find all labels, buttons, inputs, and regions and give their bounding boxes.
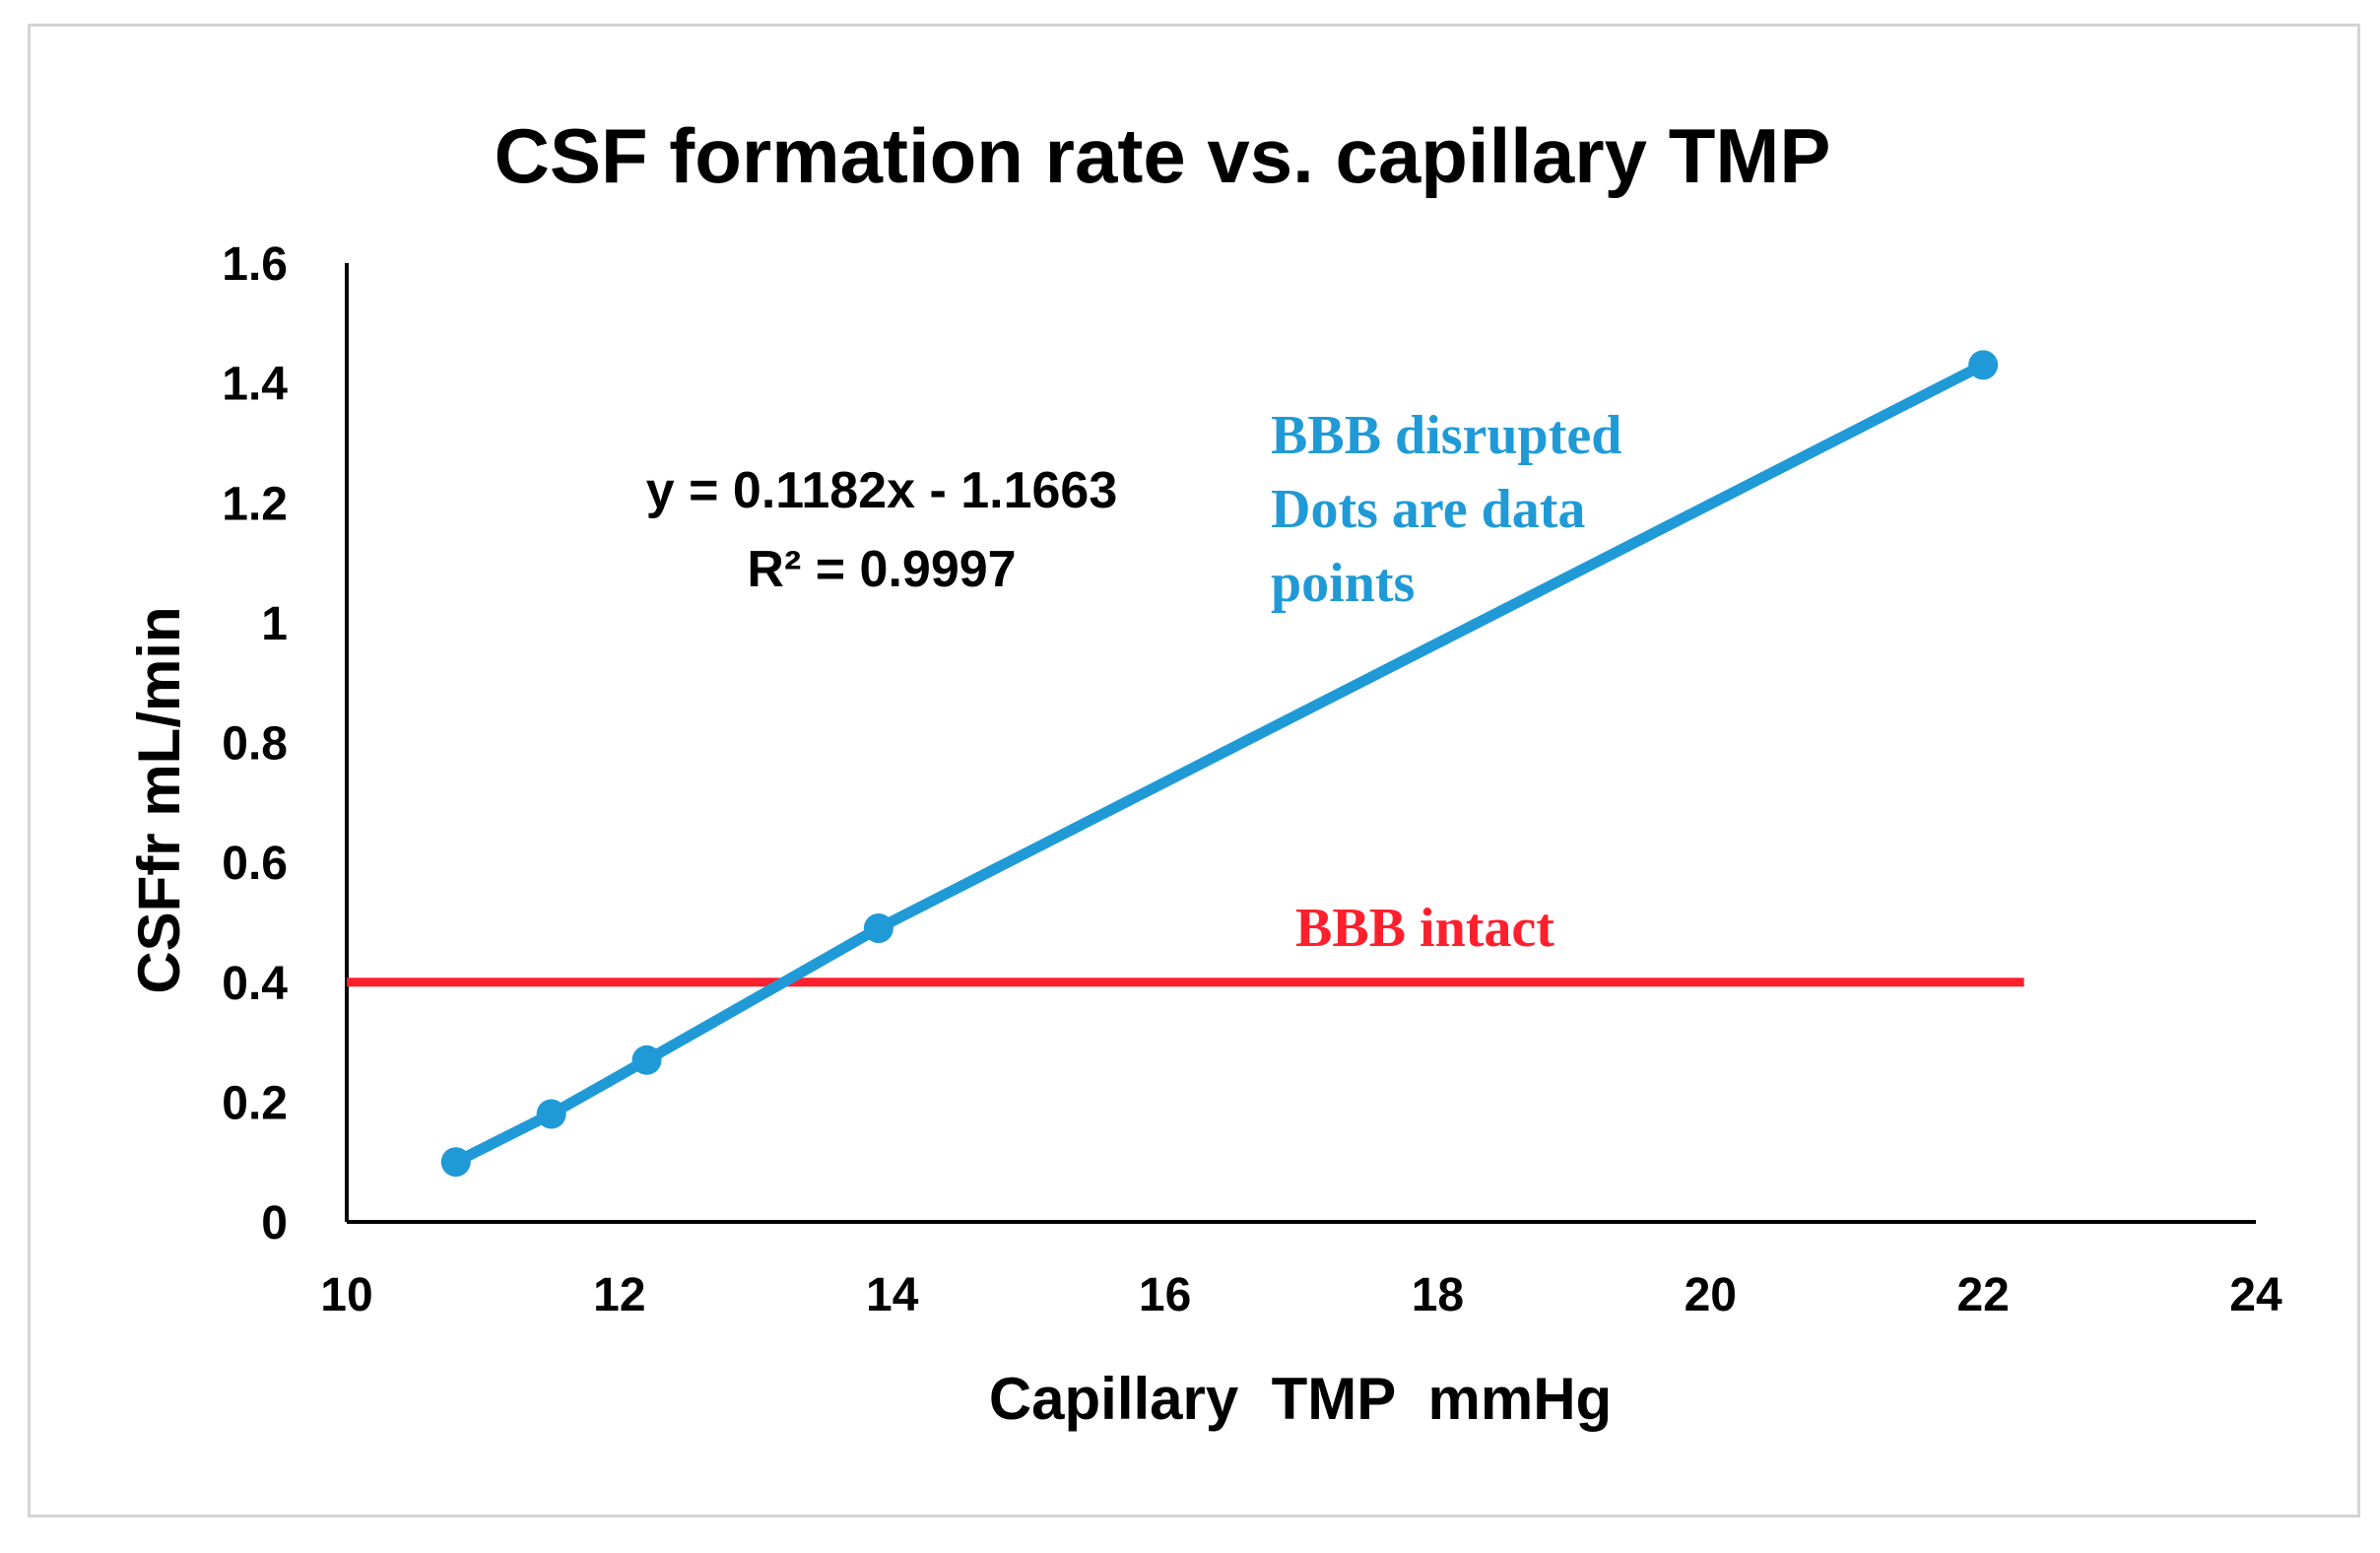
data-point <box>1968 350 1999 380</box>
y-tick-label: 1.6 <box>222 238 288 291</box>
y-tick-labels: 0 0.2 0.4 0.6 0.8 1 1.2 1.4 1.6 <box>222 238 288 1249</box>
y-tick-label: 1.2 <box>222 478 288 530</box>
x-tick-label: 20 <box>1685 1269 1737 1321</box>
annotation-bbb-intact: BBB intact <box>1295 898 1554 959</box>
y-tick-label: 0.4 <box>222 958 288 1010</box>
data-point <box>863 913 893 944</box>
data-point <box>631 1045 662 1075</box>
data-point <box>536 1099 566 1129</box>
data-point <box>440 1147 471 1178</box>
x-tick-label: 18 <box>1412 1269 1464 1321</box>
annotation-bbb-disrupted: BBB disrupted <box>1271 405 1621 466</box>
y-tick-label: 1.4 <box>222 359 288 411</box>
x-tick-label: 24 <box>2229 1269 2282 1321</box>
y-tick-label: 1 <box>261 598 288 650</box>
x-tick-labels: 10 12 14 16 18 20 22 24 <box>320 1269 2282 1321</box>
x-axis-label: Capillary TMP mmHg <box>989 1366 1612 1432</box>
annotation-points: points <box>1271 553 1415 614</box>
y-tick-label: 0.8 <box>222 718 288 771</box>
x-tick-label: 16 <box>1139 1269 1191 1321</box>
y-tick-label: 0 <box>261 1197 288 1249</box>
x-tick-label: 22 <box>1956 1269 2009 1321</box>
data-points <box>440 350 1999 1178</box>
x-tick-label: 12 <box>593 1269 645 1321</box>
y-tick-label: 0.2 <box>222 1077 288 1129</box>
trendline-equation: y = 0.1182x - 1.1663 <box>646 462 1118 519</box>
y-tick-label: 0.6 <box>222 838 288 890</box>
chart-title: CSF formation rate vs. capillary TMP <box>495 112 1831 199</box>
annotation-dots-are-data: Dots are data <box>1271 479 1585 540</box>
r-squared-label: R² = 0.9997 <box>747 541 1016 598</box>
x-tick-label: 10 <box>320 1269 372 1321</box>
x-tick-label: 14 <box>866 1269 919 1321</box>
y-axis-label: CSFfr mL/min <box>126 606 192 993</box>
